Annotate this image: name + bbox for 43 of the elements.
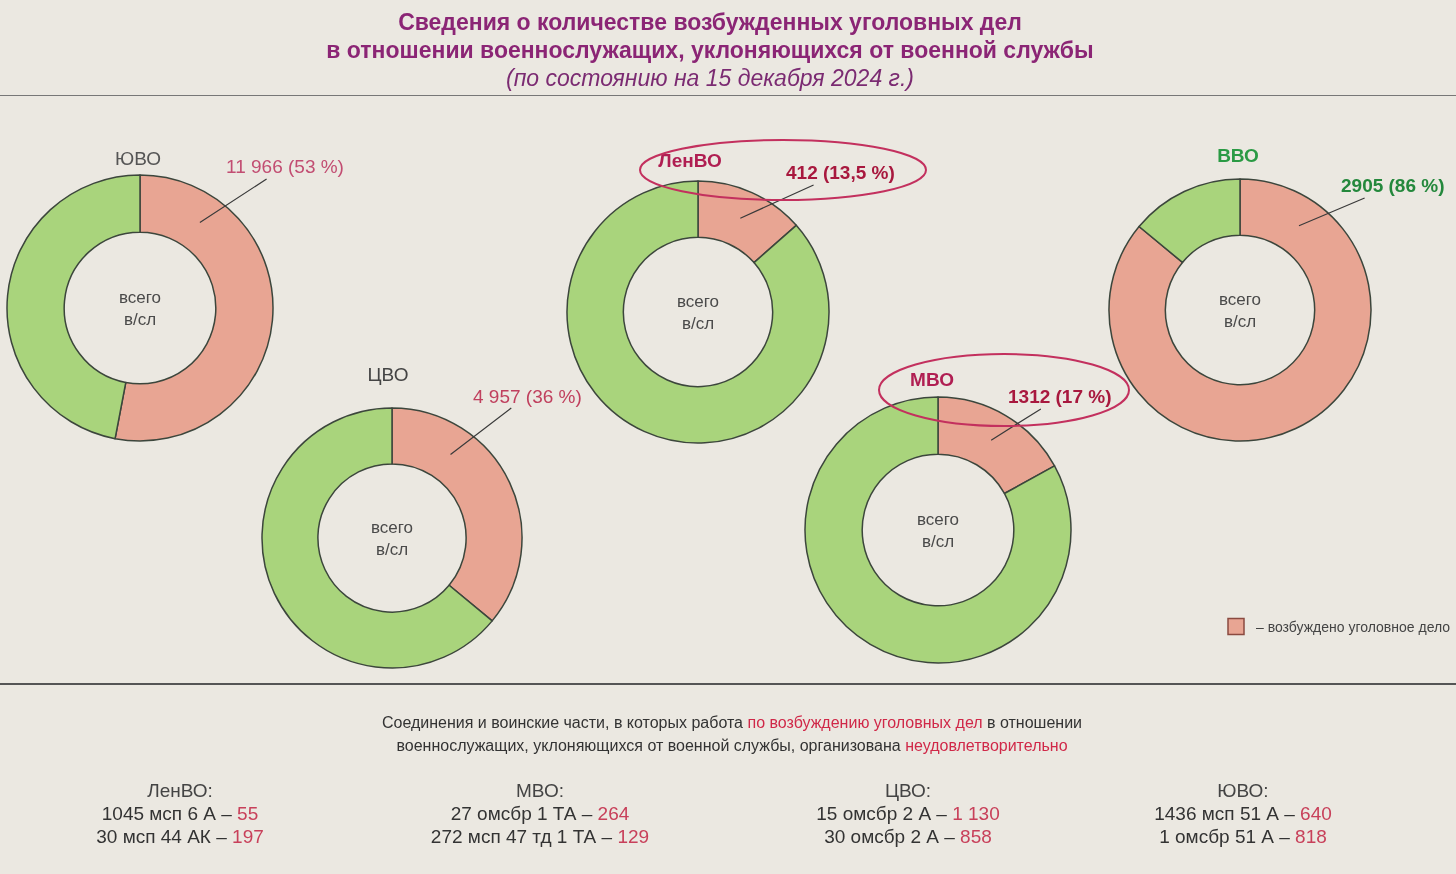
data-label: 1312 (17 %)	[1008, 386, 1112, 407]
text: 30 мсп 44 АК –	[96, 826, 227, 847]
text: 264	[597, 803, 630, 824]
text: всего в/сл	[119, 288, 162, 330]
text: в отношении	[987, 713, 1083, 733]
legend-label: – возбуждено уголовное дело	[1256, 619, 1451, 636]
text: ЛенВО:	[146, 779, 214, 802]
text: 1045 мсп 6 А –	[101, 803, 232, 824]
chart-title: ЛенВО	[658, 149, 722, 171]
text: всего в/сл	[371, 518, 414, 560]
data-label: 2905 (86 %)	[1341, 175, 1445, 196]
text: Сведения о количестве возбужденных уголовных дел в отношении военнослужащих, уклоняющихся от военной службы	[325, 8, 1095, 64]
text: ЦВО:	[883, 779, 933, 802]
chart-title: ЮВО	[114, 147, 162, 169]
data-label: 11 966 (53 %)	[226, 156, 344, 177]
text: 818	[1295, 826, 1327, 847]
text: 15 омсбр 2 А –	[816, 803, 947, 824]
chart-title: МВО	[910, 368, 954, 390]
text: 30 омсбр 2 А –	[824, 826, 955, 847]
text: 27 омсбр 1 ТА –	[450, 803, 593, 824]
text: 1 омсбр 51 А –	[1159, 826, 1290, 847]
data-label: 412 (13,5 %)	[786, 162, 895, 183]
text: 858	[960, 826, 992, 847]
text: неудовлетворительно	[905, 736, 1068, 756]
text: 1 130	[952, 803, 1000, 824]
text: по возбуждению уголовных дел	[747, 713, 983, 733]
text: (по состоянию на 15 декабря 2024 г.)	[505, 64, 915, 92]
text: всего в/сл	[677, 292, 720, 334]
text: 1436 мсп 51 А –	[1154, 803, 1295, 824]
text: 129	[617, 826, 650, 847]
text: МВО:	[515, 779, 565, 802]
text: 55	[237, 803, 259, 824]
data-label: 4 957 (36 %)	[473, 386, 582, 407]
chart-title: ЦВО	[367, 363, 409, 385]
chart-title: ВВО	[1217, 144, 1259, 166]
text: 640	[1300, 803, 1332, 824]
text: Соединения и воинские части, в которых работа	[381, 713, 744, 733]
text: 272 мсп 47 тд 1 ТА –	[430, 826, 613, 847]
text: всего в/сл	[917, 510, 960, 552]
text: военнослужащих, уклоняющихся от военной службы, организована	[396, 736, 901, 756]
text: всего в/сл	[1219, 290, 1262, 332]
text: 197	[232, 826, 264, 847]
text: ЮВО:	[1216, 779, 1270, 802]
